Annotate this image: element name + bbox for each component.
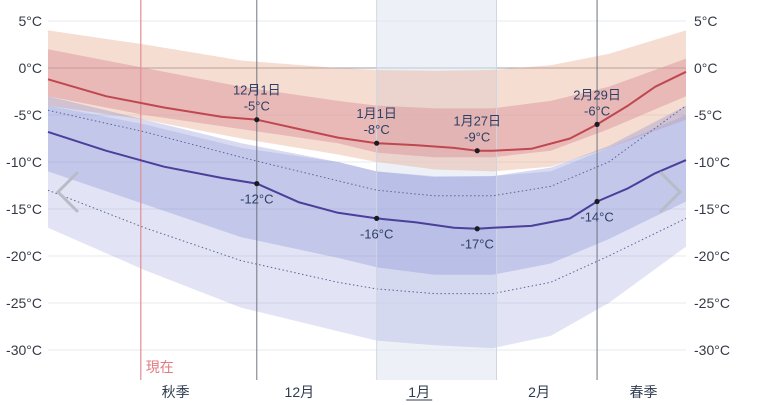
month-label[interactable]: 春季 [629,384,657,400]
y-tick-label: 0°C [694,60,718,76]
point-value-label: -8°C [364,122,390,137]
range-band-2 [48,105,686,349]
y-axis-right: 5°C 0°C -5°C -10°C -15°C -20°C -25°C -30°C [694,13,730,358]
percentile-lines [47,105,687,295]
y-tick-label: -25°C [694,295,730,311]
navigation[interactable] [55,171,683,213]
next-arrow-icon[interactable] [659,171,683,213]
point-value-label: -16°C [360,226,393,241]
y-tick-label: -25°C [6,295,42,311]
point-value-label: -12°C [240,192,273,207]
data-point [374,215,380,221]
y-tick-label: 0°C [19,60,43,76]
data-point [254,117,260,123]
percentile-line-0 [47,105,687,197]
y-tick-label: -10°C [694,154,730,170]
month-label[interactable]: 1月 [408,384,430,400]
month-label[interactable]: 12月 [285,384,315,400]
series-line-low_mean [47,130,687,230]
month-labels: 秋季 12月 1月 2月 春季 [162,384,657,401]
range-band-1 [48,49,686,158]
percentile-line-1 [47,189,687,295]
y-tick-label: -5°C [14,107,42,123]
y-tick-label: -10°C [6,154,42,170]
point-date-label: 12月1日 [233,83,281,98]
y-tick-label: -15°C [6,201,42,217]
prev-arrow-icon[interactable] [55,171,79,213]
data-point [474,226,480,232]
range-bands [48,30,686,349]
y-tick-label: -20°C [694,248,730,264]
y-tick-label: -30°C [694,342,730,358]
y-tick-label: -30°C [6,342,42,358]
point-value-label: -17°C [461,237,494,252]
series-line-high_mean [47,70,687,152]
point-value-label: -14°C [580,209,613,224]
data-point [594,121,600,127]
data-point [254,181,260,187]
point-date-label: 1月1日 [356,106,396,121]
y-tick-label: -5°C [694,107,722,123]
data-points: 12月1日-5°C 1月1日-8°C 1月27日-9°C 2月29日-6°C -12°C… [233,83,621,252]
point-date-label: 2月29日 [573,87,621,102]
mean-lines [47,70,687,230]
now-label: 現在 [146,359,174,375]
y-tick-label: -20°C [6,248,42,264]
date-markers: 現在 [140,0,598,380]
month-label[interactable]: 2月 [528,384,550,400]
month-label[interactable]: 秋季 [162,384,190,400]
data-point [594,198,600,205]
point-value-label: -5°C [244,99,270,114]
point-value-label: -6°C [584,103,610,118]
data-point [474,148,480,154]
range-band-3 [48,96,686,275]
point-value-label: -9°C [464,130,490,145]
y-tick-label: 5°C [694,13,718,29]
y-tick-label: 5°C [19,13,43,29]
y-axis-left: 5°C 0°C -5°C -10°C -15°C -20°C -25°C -30°C [6,13,42,358]
highlighted-month-band [376,0,497,380]
y-tick-label: -15°C [694,201,730,217]
point-date-label: 1月27日 [453,114,501,129]
data-point [374,140,380,146]
